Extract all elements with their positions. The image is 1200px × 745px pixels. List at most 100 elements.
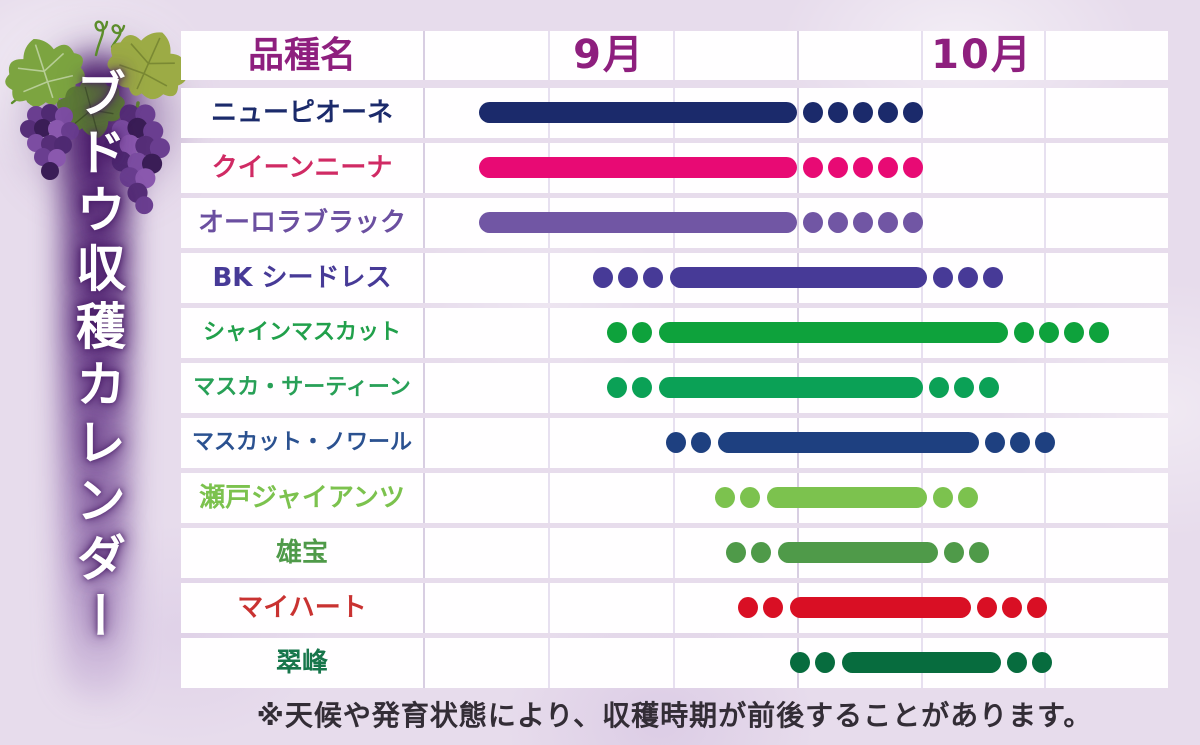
harvest-dot xyxy=(828,102,848,123)
harvest-dot xyxy=(1032,652,1053,673)
harvest-dot xyxy=(1014,322,1035,343)
harvest-dot xyxy=(1039,322,1060,343)
harvest-dot xyxy=(982,267,1003,288)
harvest-bar xyxy=(479,212,797,233)
month-boundary-line xyxy=(797,198,799,248)
variety-label: 雄宝 xyxy=(275,538,328,568)
table-row: ニューピオーネ xyxy=(181,88,1168,138)
grid-line xyxy=(548,583,550,633)
leaf-icon xyxy=(5,38,85,107)
harvest-dot xyxy=(979,377,1000,398)
grid-line xyxy=(673,528,675,578)
grid-line xyxy=(423,308,425,358)
table-row: BK シードレス xyxy=(181,253,1168,303)
harvest-dot xyxy=(1007,652,1028,673)
grid-line xyxy=(423,253,425,303)
harvest-dot xyxy=(740,487,761,508)
grid-line xyxy=(548,638,550,688)
grid-line xyxy=(423,88,425,138)
harvest-dot xyxy=(977,597,998,618)
grid-line xyxy=(673,583,675,633)
harvest-dot xyxy=(726,542,747,563)
harvest-dot xyxy=(751,542,772,563)
harvest-dot xyxy=(957,487,978,508)
variety-label: クイーンニーナ xyxy=(211,153,393,183)
grid-line xyxy=(423,638,425,688)
harvest-dot xyxy=(853,157,873,178)
harvest-dot xyxy=(878,102,898,123)
harvest-bar xyxy=(841,652,1002,673)
harvest-dot xyxy=(803,212,823,233)
grid-line xyxy=(548,363,550,413)
table-row: マイハート xyxy=(181,583,1168,633)
grid-line xyxy=(673,473,675,523)
grid-line xyxy=(423,31,425,80)
harvest-bar xyxy=(658,322,1009,343)
grid-line xyxy=(1044,528,1046,578)
grid-line xyxy=(423,418,425,468)
grape-bunch-icon xyxy=(103,104,170,215)
table-row: マスカット・ノワール xyxy=(181,418,1168,468)
table-row: マスカ・サーティーン xyxy=(181,363,1168,413)
harvest-dot xyxy=(606,377,627,398)
harvest-dot xyxy=(853,212,873,233)
table-row: シャインマスカット xyxy=(181,308,1168,358)
month-header-october: 10月 xyxy=(931,32,1033,78)
variety-label: ニューピオーネ xyxy=(210,98,393,128)
grid-line xyxy=(921,31,923,80)
variety-label: 瀬戸ジャイアンツ xyxy=(199,483,405,513)
harvest-dot xyxy=(954,377,975,398)
grid-line xyxy=(548,473,550,523)
harvest-dot xyxy=(642,267,663,288)
footnote: ※天候や発育状態により、収穫時期が前後することがあります。 xyxy=(256,699,1093,732)
harvest-dot xyxy=(943,542,964,563)
harvest-dot xyxy=(878,157,898,178)
harvest-dot xyxy=(631,322,652,343)
harvest-dot xyxy=(903,212,923,233)
variety-label: シャインマスカット xyxy=(202,320,401,345)
table-row: 雄宝 xyxy=(181,528,1168,578)
harvest-dot xyxy=(789,652,810,673)
harvest-bar xyxy=(789,597,972,618)
page-title: ブドウ収穫カレンダー xyxy=(68,68,126,648)
harvest-dot xyxy=(715,487,736,508)
harvest-dot xyxy=(814,652,835,673)
harvest-dot xyxy=(932,267,953,288)
leaf-icon xyxy=(107,32,187,100)
harvest-dot xyxy=(878,212,898,233)
grid-line xyxy=(1044,88,1046,138)
variety-label: マスカ・サーティーン xyxy=(193,375,411,400)
grid-line xyxy=(423,363,425,413)
grape-illustration xyxy=(5,20,187,215)
harvest-bar xyxy=(718,432,979,453)
harvest-dot xyxy=(691,432,712,453)
grid-line xyxy=(548,418,550,468)
grid-line xyxy=(423,143,425,193)
harvest-dot xyxy=(1027,597,1048,618)
harvest-bar xyxy=(778,542,938,563)
table-row: クイーンニーナ xyxy=(181,143,1168,193)
grid-line xyxy=(1044,198,1046,248)
harvest-dot xyxy=(828,157,848,178)
grape-bunch-icon xyxy=(20,104,79,180)
grid-line xyxy=(548,31,550,80)
variety-label: BK シードレス xyxy=(212,263,392,293)
harvest-dot xyxy=(631,377,652,398)
variety-label: マスカット・ノワール xyxy=(191,430,412,455)
harvest-dot xyxy=(929,377,950,398)
harvest-dot xyxy=(853,102,873,123)
harvest-dot xyxy=(828,212,848,233)
harvest-dot xyxy=(592,267,613,288)
harvest-bar xyxy=(669,267,927,288)
harvest-bar xyxy=(479,157,797,178)
grid-line xyxy=(548,253,550,303)
harvest-dot xyxy=(606,322,627,343)
harvest-dot xyxy=(617,267,638,288)
month-boundary-line xyxy=(797,31,799,80)
grid-line xyxy=(423,473,425,523)
variety-label: 翠峰 xyxy=(275,648,328,678)
harvest-dot xyxy=(1034,432,1055,453)
variety-label: マイハート xyxy=(237,593,367,623)
header-row: 品種名 9月 10月 xyxy=(181,31,1168,80)
grid-line xyxy=(1044,473,1046,523)
